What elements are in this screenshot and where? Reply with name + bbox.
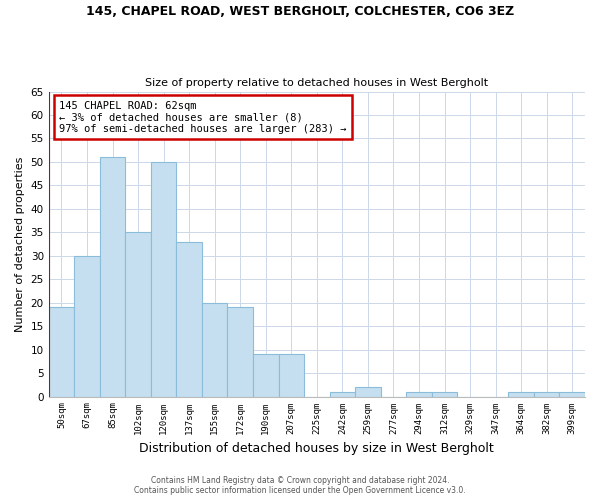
Bar xyxy=(355,387,380,396)
Bar xyxy=(100,157,125,396)
Text: 145, CHAPEL ROAD, WEST BERGHOLT, COLCHESTER, CO6 3EZ: 145, CHAPEL ROAD, WEST BERGHOLT, COLCHES… xyxy=(86,5,514,18)
Bar xyxy=(49,308,74,396)
Y-axis label: Number of detached properties: Number of detached properties xyxy=(15,156,25,332)
Bar xyxy=(329,392,355,396)
Bar xyxy=(406,392,432,396)
Text: Contains HM Land Registry data © Crown copyright and database right 2024.
Contai: Contains HM Land Registry data © Crown c… xyxy=(134,476,466,495)
Bar xyxy=(508,392,534,396)
Bar xyxy=(176,242,202,396)
Bar xyxy=(278,354,304,397)
X-axis label: Distribution of detached houses by size in West Bergholt: Distribution of detached houses by size … xyxy=(139,442,494,455)
Bar xyxy=(534,392,559,396)
Bar xyxy=(151,162,176,396)
Bar xyxy=(559,392,585,396)
Title: Size of property relative to detached houses in West Bergholt: Size of property relative to detached ho… xyxy=(145,78,488,88)
Bar xyxy=(202,302,227,396)
Bar xyxy=(125,232,151,396)
Text: 145 CHAPEL ROAD: 62sqm
← 3% of detached houses are smaller (8)
97% of semi-detac: 145 CHAPEL ROAD: 62sqm ← 3% of detached … xyxy=(59,100,347,134)
Bar xyxy=(432,392,457,396)
Bar xyxy=(74,256,100,396)
Bar xyxy=(227,308,253,396)
Bar xyxy=(253,354,278,397)
